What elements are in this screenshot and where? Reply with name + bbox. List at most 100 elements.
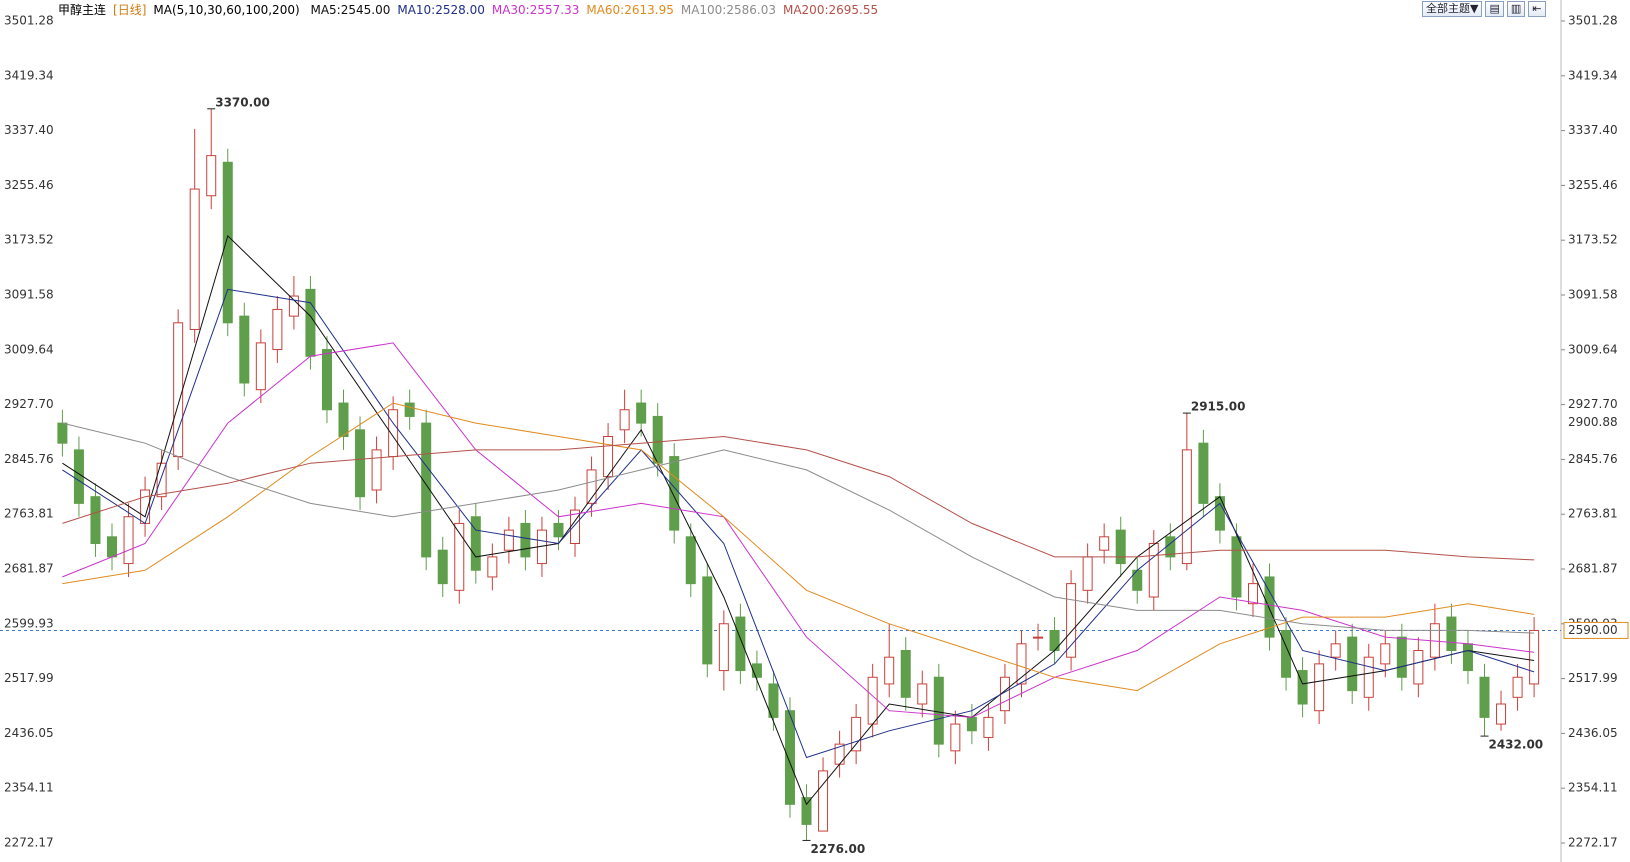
theme-button[interactable]: 全部主题▼	[1422, 1, 1483, 17]
candle-body	[1413, 650, 1424, 685]
candle-body	[818, 770, 829, 832]
candle-body	[702, 576, 713, 665]
candle-body	[1264, 576, 1275, 638]
y-tick-label: 3419.34	[4, 68, 54, 82]
y-tick-label-right: 3173.52	[1568, 233, 1618, 247]
layout-button[interactable]: ▥	[1506, 1, 1526, 17]
candle-body	[718, 623, 729, 672]
period: [日线]	[113, 3, 147, 17]
symbol: 甲醇主连	[58, 3, 107, 17]
layout-button[interactable]: ▤	[1485, 1, 1504, 17]
layout-button[interactable]: ⇤	[1528, 1, 1546, 17]
y-tick-label: 2927.70	[4, 397, 54, 411]
y-tick-label: 2354.11	[4, 781, 54, 795]
candle-body	[1297, 670, 1308, 705]
candle-body	[1347, 636, 1358, 692]
ma-tag: 2900.88	[1568, 415, 1618, 429]
candle-body	[1066, 583, 1077, 658]
candle-body	[255, 342, 266, 391]
candle-body	[338, 402, 349, 437]
candle-body	[371, 449, 382, 491]
y-tick-label-right: 2436.05	[1568, 726, 1618, 740]
candle-body	[851, 716, 862, 752]
extreme-label: 2276.00	[811, 842, 866, 856]
candle-body	[1363, 656, 1374, 698]
y-tick-label-right: 3337.40	[1568, 123, 1618, 137]
candle-body	[57, 422, 68, 444]
y-tick-label: 2436.05	[4, 726, 54, 740]
candle-body	[503, 529, 514, 551]
y-tick-label-right: 3501.28	[1568, 14, 1618, 28]
candle-body	[321, 349, 332, 411]
candle-body	[288, 295, 299, 317]
candle-body	[751, 663, 762, 678]
ma-label: MA(5,10,30,60,100,200)	[153, 3, 300, 17]
candle-body	[454, 522, 465, 591]
toolbar: 全部主题▼ ▤ ▥ ⇤	[1422, 1, 1546, 17]
candle-body	[1214, 496, 1225, 531]
candle-body	[1396, 636, 1407, 678]
candle-body	[1496, 703, 1507, 725]
candle-body	[1033, 636, 1044, 639]
y-tick-label-right: 2681.87	[1568, 562, 1618, 576]
candle-body	[917, 683, 928, 705]
candle-body	[73, 449, 84, 504]
candle-body	[636, 402, 647, 424]
y-tick-label-right: 3255.46	[1568, 178, 1618, 192]
y-tick-label: 2517.99	[4, 671, 54, 685]
candle-body	[983, 716, 994, 738]
candle-body	[90, 496, 101, 545]
extreme-label: 2915.00	[1191, 400, 1246, 414]
candle-body	[685, 536, 696, 585]
candle-body	[1082, 556, 1093, 591]
ma-line	[62, 422, 1535, 634]
legend-entry: MA30:2557.33	[491, 3, 580, 17]
candle-body	[1446, 616, 1457, 652]
candle-body	[1148, 543, 1159, 598]
candle-body	[801, 797, 812, 825]
candle-body	[619, 409, 630, 431]
candle-body	[784, 710, 795, 805]
ma-line	[62, 342, 1535, 718]
y-tick-label-right: 2517.99	[1568, 671, 1618, 685]
y-tick-label: 3091.58	[4, 287, 54, 301]
legend-entry: MA100:2586.03	[680, 3, 776, 17]
candle-body	[123, 516, 134, 565]
candle-body	[1281, 629, 1292, 678]
candle-body	[1462, 643, 1473, 672]
y-tick-label: 3337.40	[4, 123, 54, 137]
price-tag-box	[1563, 621, 1629, 639]
candle-body	[222, 161, 233, 324]
y-tick-label-right: 3091.58	[1568, 287, 1618, 301]
ma-line	[62, 234, 1535, 806]
candle-body	[933, 676, 944, 745]
candle-body	[884, 656, 895, 685]
candle-body	[586, 469, 597, 504]
y-tick-label: 3255.46	[4, 178, 54, 192]
candle-body	[1330, 643, 1341, 658]
candle-body	[603, 435, 614, 478]
legend-entry: MA10:2528.00	[397, 3, 485, 17]
candle-body	[305, 288, 316, 357]
candle-body	[735, 616, 746, 672]
candle-body	[867, 676, 878, 725]
candle-body	[1529, 629, 1540, 685]
y-tick-label-right: 2845.76	[1568, 452, 1618, 466]
legend-entry: MA200:2695.55	[782, 3, 879, 17]
y-tick-label-right: 3419.34	[1568, 68, 1618, 82]
candle-body	[173, 322, 184, 458]
candle-body	[156, 462, 167, 498]
candle-body	[470, 516, 481, 571]
candle-body	[355, 429, 366, 498]
y-tick-label: 3501.28	[4, 14, 54, 28]
y-tick-label-right: 2927.70	[1568, 397, 1618, 411]
candle-body	[768, 683, 779, 718]
candle-body	[388, 409, 399, 458]
legend-entry: MA60:2613.95	[586, 3, 674, 17]
candle-body	[900, 650, 911, 698]
candle-body	[404, 402, 415, 417]
candle-body	[1198, 442, 1209, 504]
